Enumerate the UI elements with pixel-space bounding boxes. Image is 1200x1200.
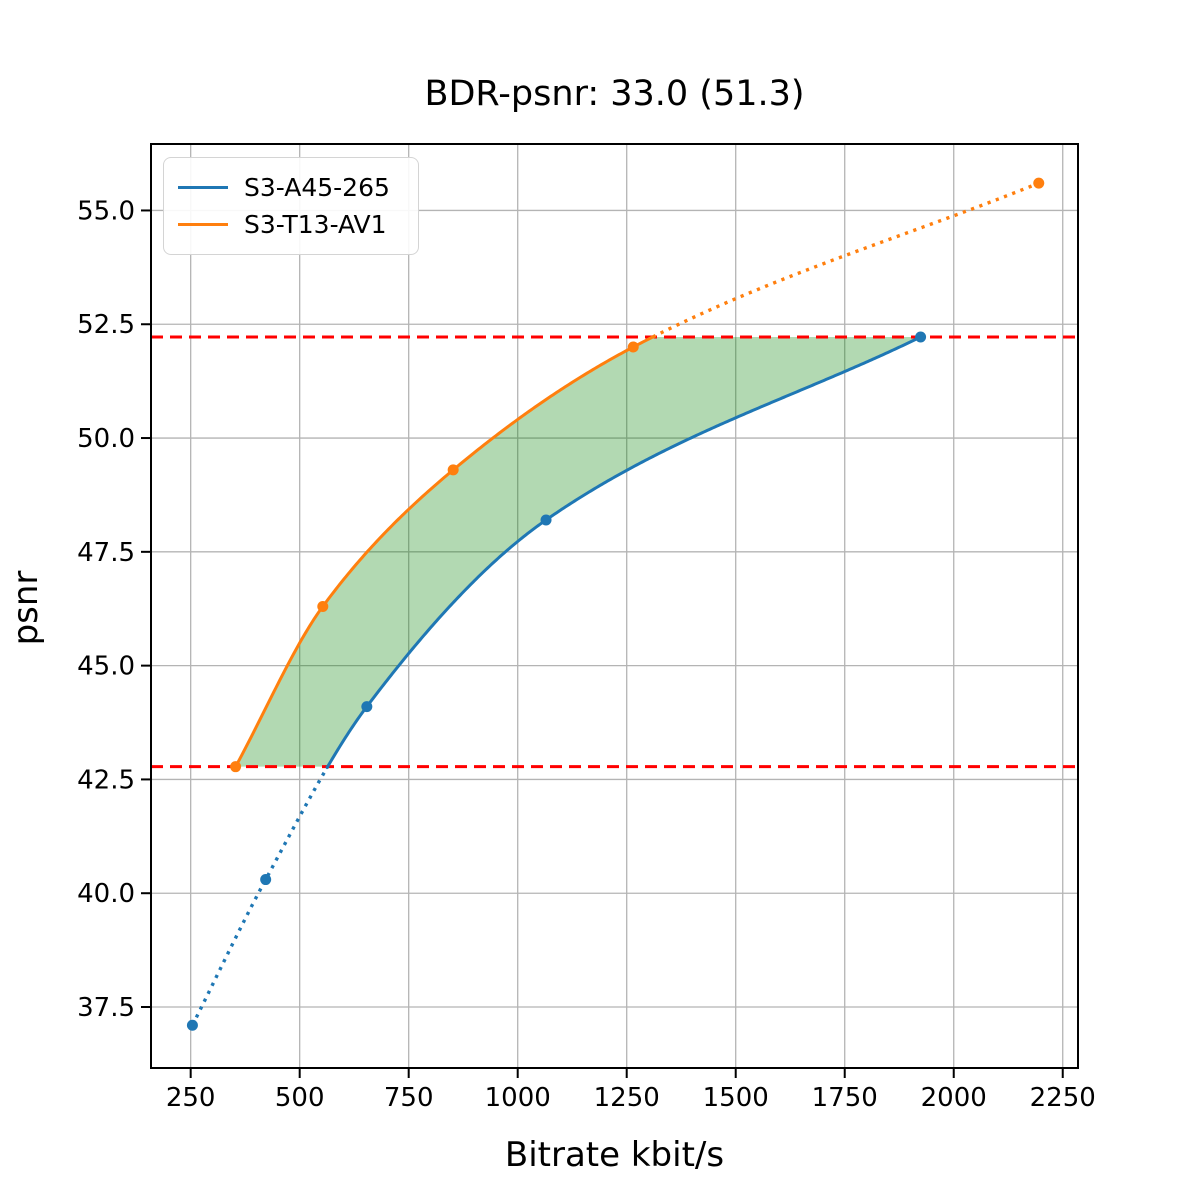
x-tick-label: 2250 bbox=[1030, 1083, 1096, 1113]
series-S3-T13-AV1-marker bbox=[230, 761, 242, 773]
x-tick-labels: 250 500 750 1000 1250 1500 1750 2000 2250 bbox=[166, 1083, 1096, 1113]
grid bbox=[151, 144, 1078, 1068]
legend: S3-A45-265 S3-T13-AV1 bbox=[163, 157, 419, 255]
y-tick-label: 42.5 bbox=[77, 765, 135, 795]
series-S3-T13-AV1-marker bbox=[447, 464, 459, 476]
bd-fill-region bbox=[235, 336, 921, 767]
x-tick-label: 1500 bbox=[703, 1083, 769, 1113]
series-S3-T13-AV1 bbox=[230, 177, 1045, 773]
series-S3-A45-265-marker bbox=[186, 1019, 198, 1031]
legend-label-1: S3-T13-AV1 bbox=[244, 210, 387, 239]
x-tick-label: 500 bbox=[275, 1083, 325, 1113]
series-S3-T13-AV1-dotted bbox=[651, 181, 1040, 339]
x-tick-label: 250 bbox=[166, 1083, 216, 1113]
plot-border bbox=[150, 143, 1079, 1069]
legend-line-sample-0 bbox=[178, 186, 228, 189]
tick-marks bbox=[141, 209, 1064, 1078]
y-tick-label: 55.0 bbox=[77, 196, 135, 226]
series-S3-A45-265-dotted bbox=[190, 765, 330, 1026]
series-S3-A45-265 bbox=[186, 331, 927, 1031]
legend-label-0: S3-A45-265 bbox=[244, 173, 390, 202]
legend-entry-1: S3-T13-AV1 bbox=[178, 206, 404, 243]
x-axis-label: Bitrate kbit/s bbox=[504, 1135, 725, 1175]
series-S3-A45-265-solid bbox=[325, 335, 922, 770]
y-tick-label: 47.5 bbox=[77, 538, 135, 568]
series-S3-T13-AV1-marker bbox=[317, 600, 329, 612]
series-S3-T13-AV1-marker bbox=[1033, 177, 1045, 189]
series-S3-A45-265-marker bbox=[915, 331, 927, 343]
y-tick-label: 45.0 bbox=[77, 652, 135, 682]
legend-entry-0: S3-A45-265 bbox=[178, 169, 404, 206]
y-tick-label: 37.5 bbox=[77, 993, 135, 1023]
x-tick-label: 750 bbox=[384, 1083, 434, 1113]
legend-line-sample-1 bbox=[178, 223, 228, 226]
chart-title: BDR-psnr: 33.0 (51.3) bbox=[424, 74, 805, 114]
x-tick-label: 1250 bbox=[594, 1083, 660, 1113]
y-tick-label: 50.0 bbox=[77, 424, 135, 454]
series-S3-A45-265-marker bbox=[361, 701, 373, 713]
y-tick-labels: 37.5 40.0 42.5 45.0 47.5 50.0 52.5 55.0 bbox=[77, 196, 135, 1023]
y-tick-label: 40.0 bbox=[77, 879, 135, 909]
series-S3-A45-265-marker bbox=[260, 874, 272, 886]
series-S3-T13-AV1-solid bbox=[234, 335, 655, 768]
x-tick-label: 1750 bbox=[812, 1083, 878, 1113]
series-S3-A45-265-marker bbox=[540, 514, 552, 526]
y-tick-label: 52.5 bbox=[77, 310, 135, 340]
x-tick-label: 1000 bbox=[485, 1083, 551, 1113]
x-tick-label: 2000 bbox=[921, 1083, 987, 1113]
series-S3-T13-AV1-marker bbox=[627, 341, 639, 353]
